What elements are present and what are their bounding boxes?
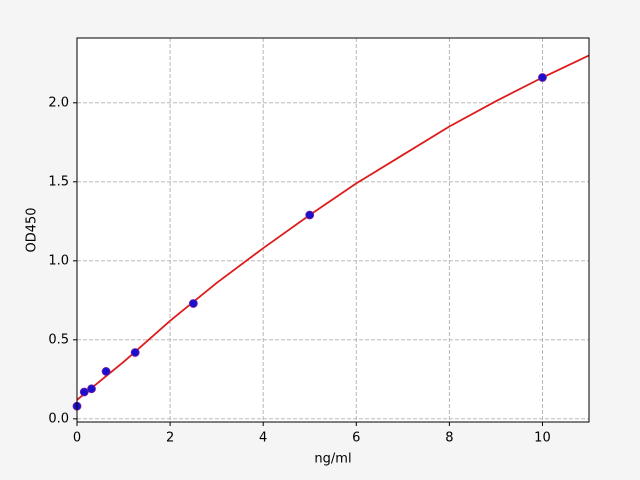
x-tick-label: 4 [259,431,267,446]
x-tick-label: 2 [166,431,174,446]
data-point [538,73,547,82]
plot-frame [76,37,590,423]
y-tick-label: 0.0 [48,411,69,426]
x-tick-label: 8 [445,431,453,446]
y-tick-label: 1.0 [48,253,69,268]
y-tick-label: 0.5 [48,332,69,347]
x-tick-label: 10 [534,431,551,446]
data-point [79,387,89,397]
data-point [130,348,140,357]
data-point [87,384,96,394]
y-tick-label: 2.0 [48,95,69,110]
x-axis-label: ng/ml [314,452,351,467]
x-tick-label: 0 [73,431,81,446]
y-axis-label: OD450 [25,207,40,252]
plot-area [77,38,589,422]
data-point [305,210,315,220]
y-tick-label: 1.5 [48,174,69,189]
fit-curve [76,54,590,401]
x-tick-label: 6 [352,431,360,446]
data-point [101,367,111,376]
data-point [188,299,198,308]
